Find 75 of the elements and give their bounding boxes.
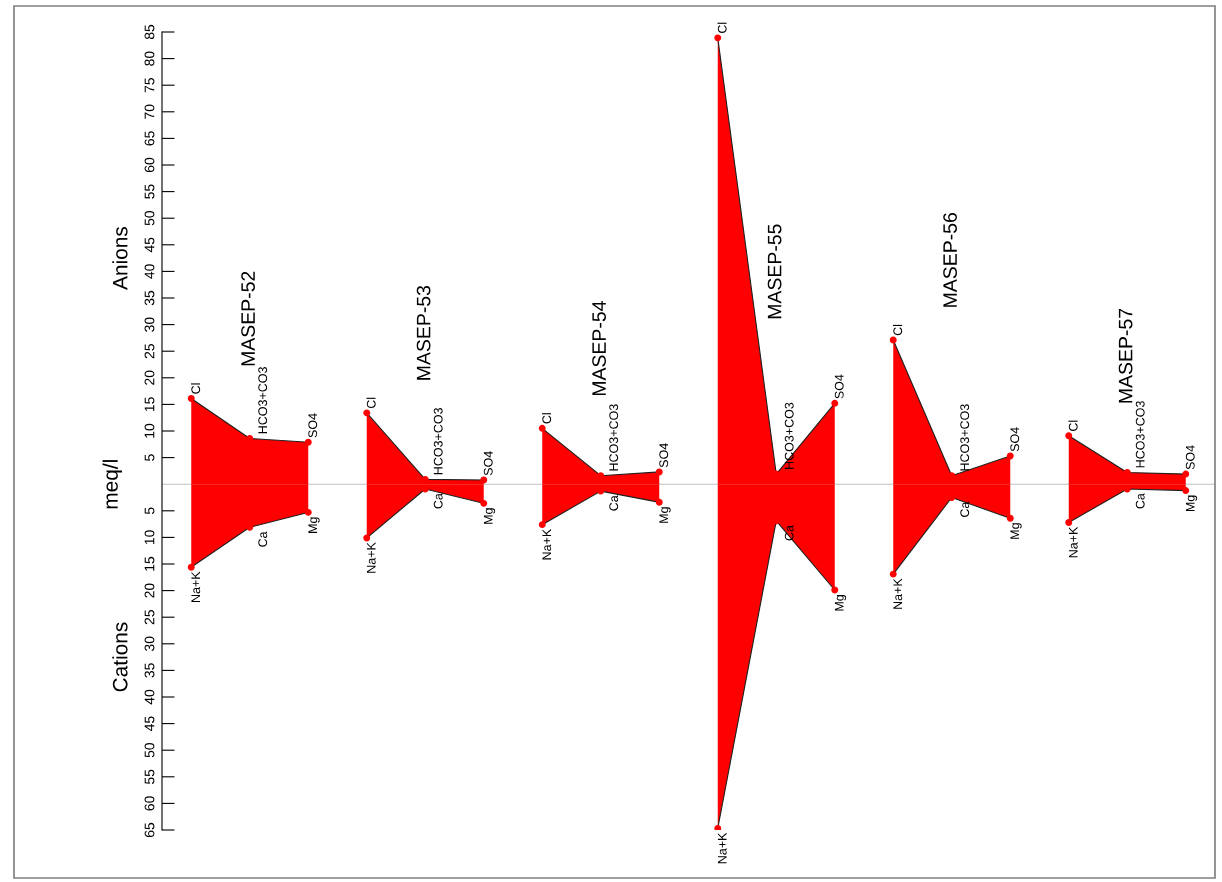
y-axis-title: meq/l <box>102 460 122 509</box>
text: Cations <box>112 622 128 692</box>
y-tick-label: 15 <box>144 397 155 412</box>
text: MASEP-54 <box>592 301 606 396</box>
data-label: Mg <box>834 595 847 611</box>
y-tick-label: 60 <box>144 796 155 811</box>
y-tick-label: 20 <box>144 583 155 598</box>
data-label: SO4 <box>834 374 844 399</box>
data-label: Na+K <box>191 571 201 602</box>
y-tick-label: 35 <box>144 290 155 306</box>
y-tick-label: 25 <box>144 610 155 625</box>
y-tick-label: 40 <box>144 689 155 705</box>
data-label: Cl <box>190 383 201 394</box>
text: MASEP-56 <box>943 213 957 307</box>
data-label: Mg <box>483 508 496 524</box>
y-tick-label: 65 <box>144 822 155 838</box>
y-tick-label: 30 <box>144 636 155 651</box>
data-label: Cl <box>892 324 903 336</box>
text: MASEP-57 <box>1118 308 1133 403</box>
data-label: Cl <box>717 22 727 34</box>
text: MASEP-52 <box>241 271 255 366</box>
y-tick-label: 10 <box>144 530 155 545</box>
data-label: SO4 <box>308 413 318 438</box>
text: MASEP-55 <box>767 224 782 319</box>
y-tick-label: 15 <box>144 556 155 571</box>
y-tick-label: 35 <box>144 663 155 678</box>
data-label: Na+K <box>893 578 903 609</box>
data-label: Ca <box>433 493 443 509</box>
data-label: Mg <box>1010 523 1022 539</box>
data-label: Na+K <box>366 542 376 573</box>
data-label: Cl <box>1068 420 1078 431</box>
data-label: Mg <box>1185 495 1198 512</box>
y-tick-label: 20 <box>144 370 155 385</box>
y-tick-label: 5 <box>144 507 155 515</box>
text: Anions <box>112 227 128 290</box>
data-label: HCO3+CO3 <box>609 404 619 471</box>
data-label: Ca <box>960 501 970 518</box>
y-tick-label: 50 <box>144 743 155 758</box>
data-label: Cl <box>366 397 376 409</box>
y-tick-label: 45 <box>144 716 155 731</box>
y-tick-label: 30 <box>144 317 155 332</box>
data-label: Ca <box>609 495 619 511</box>
data-label: Mg <box>308 517 320 533</box>
y-tick-label: 55 <box>144 184 155 199</box>
y-tick-label: 5 <box>144 454 155 461</box>
data-label: SO4 <box>483 451 493 476</box>
data-label: HCO3+CO3 <box>258 367 268 434</box>
data-label: HCO3+CO3 <box>1135 401 1145 468</box>
data-label: Cl <box>541 413 552 424</box>
data-label: HCO3+CO3 <box>784 402 794 469</box>
y-tick-label: 70 <box>144 104 155 119</box>
data-label: Na+K <box>542 528 552 560</box>
y-tick-label: 85 <box>144 24 155 40</box>
y-tick-label: 25 <box>144 344 155 359</box>
data-label: SO4 <box>1185 445 1195 470</box>
y-tick-label: 80 <box>144 51 155 66</box>
data-label: Ca <box>258 531 268 547</box>
data-label: HCO3+CO3 <box>433 408 443 475</box>
data-label: Na+K <box>1068 526 1078 558</box>
data-label: Ca <box>784 525 794 541</box>
data-label: SO4 <box>1010 427 1020 452</box>
y-tick-label: 55 <box>144 769 155 784</box>
y-tick-label: 65 <box>144 131 155 146</box>
data-label: Mg <box>659 507 671 523</box>
y-tick-label: 75 <box>144 78 155 93</box>
y-tick-label: 50 <box>144 211 155 226</box>
data-label: HCO3+CO3 <box>960 404 970 471</box>
y-tick-label: 10 <box>144 423 155 438</box>
y-tick-label: 60 <box>144 157 155 173</box>
y-tick-label: 40 <box>144 264 155 279</box>
data-label: SO4 <box>659 443 669 468</box>
data-label: Ca <box>1135 493 1145 509</box>
data-label: Na+K <box>717 832 727 864</box>
text: MASEP-53 <box>416 285 431 380</box>
y-tick-label: 45 <box>144 237 155 253</box>
